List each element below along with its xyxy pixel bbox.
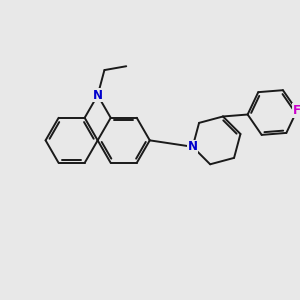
Text: N: N [93,89,103,102]
Text: N: N [188,140,198,153]
Text: F: F [293,104,300,117]
